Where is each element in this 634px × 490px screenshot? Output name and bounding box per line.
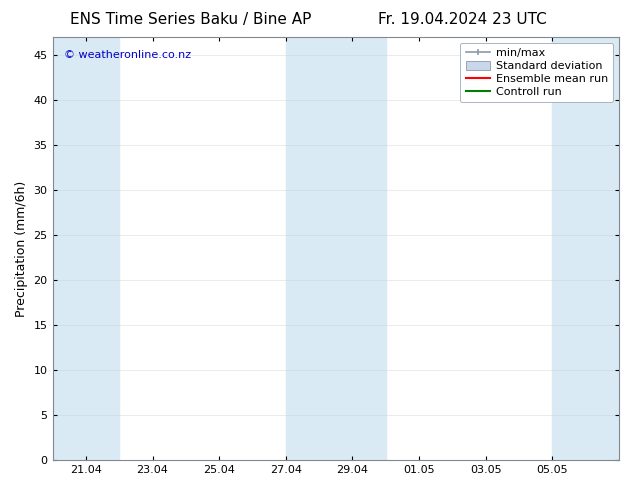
Legend: min/max, Standard deviation, Ensemble mean run, Controll run: min/max, Standard deviation, Ensemble me… — [460, 43, 614, 102]
Text: Fr. 19.04.2024 23 UTC: Fr. 19.04.2024 23 UTC — [378, 12, 547, 27]
Bar — [552, 37, 619, 460]
Bar — [286, 37, 385, 460]
Bar — [53, 37, 119, 460]
Text: © weatheronline.co.nz: © weatheronline.co.nz — [64, 50, 191, 60]
Text: ENS Time Series Baku / Bine AP: ENS Time Series Baku / Bine AP — [70, 12, 311, 27]
Y-axis label: Precipitation (mm/6h): Precipitation (mm/6h) — [15, 180, 28, 317]
